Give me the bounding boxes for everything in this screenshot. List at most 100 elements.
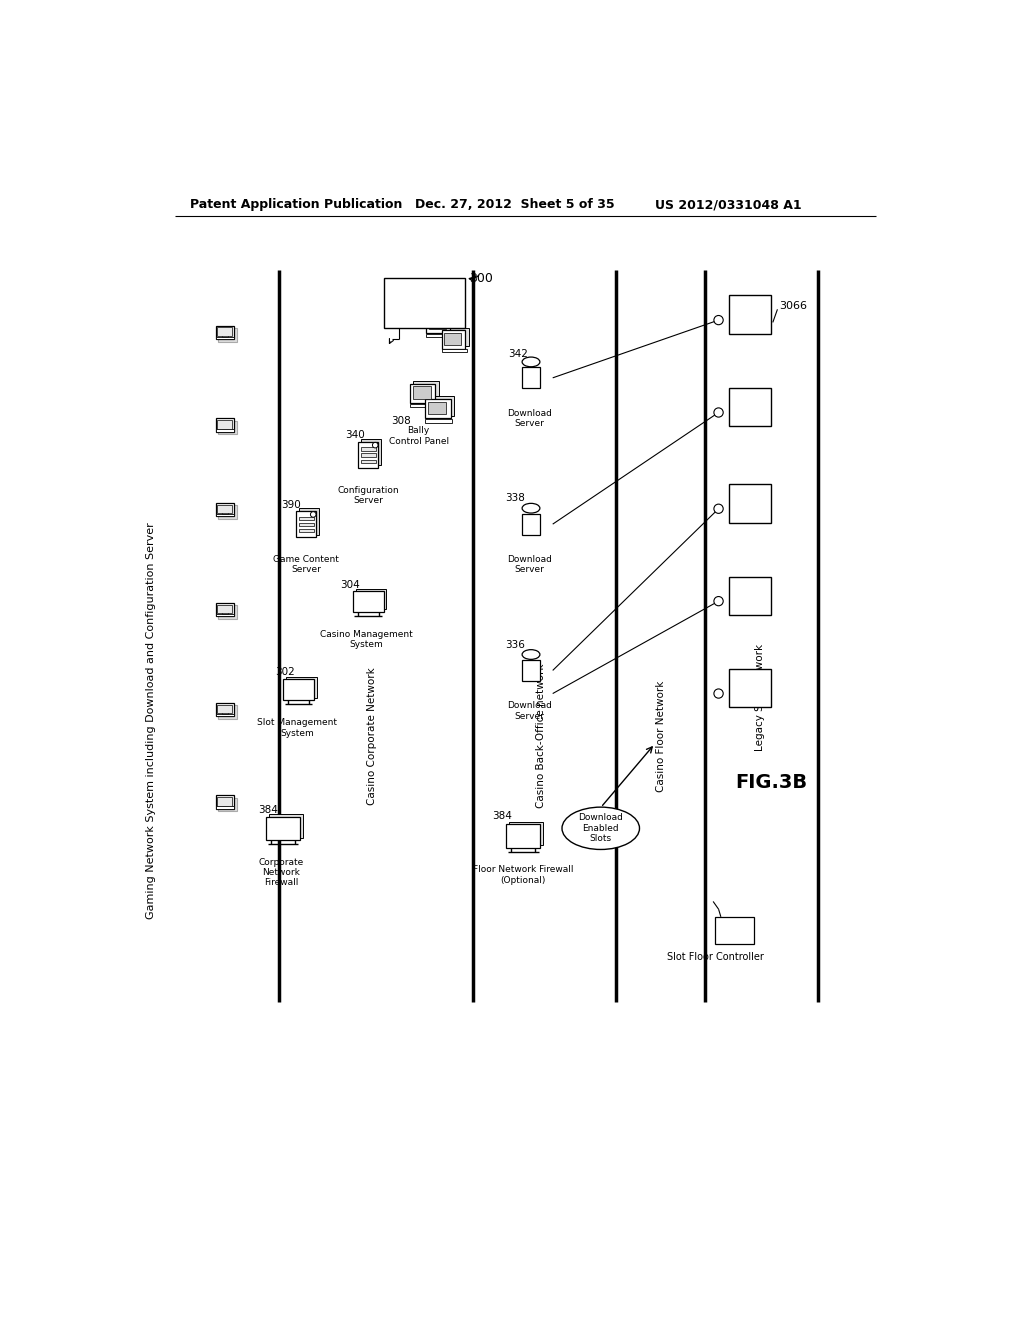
Bar xyxy=(429,312,454,330)
Text: Download
Enabled
Slots: Download Enabled Slots xyxy=(579,813,624,843)
Text: FIG.3B: FIG.3B xyxy=(735,772,807,792)
Text: Floor Network Firewall
(Optional): Floor Network Firewall (Optional) xyxy=(473,866,573,884)
Circle shape xyxy=(714,315,723,325)
Circle shape xyxy=(714,408,723,417)
Bar xyxy=(297,511,316,537)
Bar xyxy=(218,606,237,619)
Bar xyxy=(729,388,771,426)
Bar xyxy=(217,504,232,513)
Text: 3066: 3066 xyxy=(779,301,807,310)
Text: 384: 384 xyxy=(258,805,279,816)
Bar xyxy=(217,605,232,614)
Bar xyxy=(218,421,237,434)
Bar xyxy=(414,380,438,400)
Bar xyxy=(269,814,303,838)
Text: 300: 300 xyxy=(469,272,493,285)
Bar xyxy=(217,797,232,805)
Bar xyxy=(299,508,318,535)
Bar xyxy=(360,447,376,450)
Text: Download
Server: Download Server xyxy=(507,554,552,574)
Circle shape xyxy=(714,689,723,698)
Text: 308: 308 xyxy=(391,416,412,426)
Text: Slot Management
System: Slot Management System xyxy=(257,718,337,738)
Bar xyxy=(355,589,386,610)
Bar xyxy=(284,680,313,700)
Bar xyxy=(216,418,234,432)
Bar xyxy=(216,603,234,616)
Bar xyxy=(266,817,300,840)
Text: Casino Management
System: Casino Management System xyxy=(321,630,413,649)
Text: 302: 302 xyxy=(275,667,295,677)
Bar xyxy=(729,669,771,708)
Ellipse shape xyxy=(562,807,640,850)
Bar xyxy=(218,797,237,812)
Bar xyxy=(216,337,233,339)
Text: • Reporting: • Reporting xyxy=(390,286,446,297)
Bar xyxy=(426,314,450,333)
Bar xyxy=(716,917,755,944)
Text: 320: 320 xyxy=(415,304,436,313)
Bar xyxy=(429,396,454,416)
Text: Casino Corporate Network: Casino Corporate Network xyxy=(368,667,377,805)
Bar xyxy=(222,803,228,807)
Bar xyxy=(729,484,771,523)
Bar xyxy=(216,326,234,339)
Text: 340: 340 xyxy=(345,430,365,440)
Text: Legacy Slot Network: Legacy Slot Network xyxy=(755,644,765,751)
Bar xyxy=(216,429,233,432)
Bar xyxy=(222,710,228,714)
Bar xyxy=(425,418,452,422)
Bar xyxy=(729,577,771,615)
Bar xyxy=(216,704,234,717)
Bar xyxy=(222,610,228,614)
Bar xyxy=(222,425,228,429)
Text: US 2012/0331048 A1: US 2012/0331048 A1 xyxy=(655,198,802,211)
Bar xyxy=(522,513,540,535)
Bar xyxy=(441,350,467,352)
Text: Corporate
Network
Firewall: Corporate Network Firewall xyxy=(259,858,304,887)
Bar xyxy=(218,506,237,519)
Bar xyxy=(410,404,436,407)
Bar xyxy=(353,591,384,611)
Text: 338: 338 xyxy=(506,494,525,503)
Circle shape xyxy=(373,442,378,447)
Bar xyxy=(729,296,771,334)
Text: Bally
Control Panel: Bally Control Panel xyxy=(388,426,449,446)
Bar xyxy=(522,367,540,388)
Bar xyxy=(216,807,233,809)
Text: 342: 342 xyxy=(508,350,527,359)
Bar xyxy=(286,677,316,698)
Bar xyxy=(299,529,314,532)
Text: Configuration
Server: Configuration Server xyxy=(338,486,399,506)
Ellipse shape xyxy=(522,358,540,367)
Bar xyxy=(410,384,435,403)
Bar xyxy=(441,330,465,348)
Text: Casino Floor Network: Casino Floor Network xyxy=(655,680,666,792)
Bar xyxy=(425,399,451,418)
Circle shape xyxy=(714,504,723,513)
Bar xyxy=(222,333,228,337)
Bar xyxy=(360,454,376,457)
Text: • Audit: • Audit xyxy=(390,309,425,318)
Bar xyxy=(361,440,381,465)
Bar xyxy=(216,513,233,516)
Text: Download
Server: Download Server xyxy=(507,409,552,428)
Text: • Analysis: • Analysis xyxy=(390,298,439,308)
Text: 384: 384 xyxy=(493,812,512,821)
Bar xyxy=(428,401,446,414)
Bar xyxy=(218,329,237,342)
Text: Gaming Network System including Download and Configuration Server: Gaming Network System including Download… xyxy=(146,523,157,919)
Text: Game Content
Server: Game Content Server xyxy=(273,554,339,574)
Bar xyxy=(509,822,544,845)
Bar xyxy=(299,516,314,520)
Text: Patent Application Publication: Patent Application Publication xyxy=(190,198,402,211)
Circle shape xyxy=(714,597,723,606)
Bar xyxy=(358,442,378,469)
Bar xyxy=(506,825,541,847)
Ellipse shape xyxy=(522,649,540,660)
Bar xyxy=(216,714,233,717)
Bar xyxy=(216,796,234,809)
Bar xyxy=(426,334,452,337)
Text: Slot Floor Controller: Slot Floor Controller xyxy=(667,952,764,961)
Text: Casino Back-Office network: Casino Back-Office network xyxy=(536,664,546,808)
